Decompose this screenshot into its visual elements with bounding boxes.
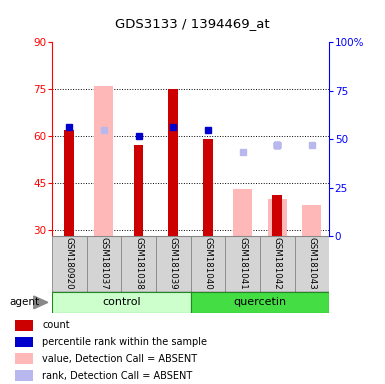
Text: value, Detection Call = ABSENT: value, Detection Call = ABSENT <box>42 354 198 364</box>
Bar <box>302 205 321 236</box>
Text: GSM181042: GSM181042 <box>273 237 282 289</box>
Bar <box>203 139 213 236</box>
Bar <box>191 236 225 292</box>
Bar <box>15 370 33 381</box>
Text: GSM181041: GSM181041 <box>238 237 247 289</box>
Bar <box>87 236 121 292</box>
Text: quercetin: quercetin <box>233 297 286 308</box>
Bar <box>15 337 33 348</box>
Bar <box>64 130 74 236</box>
Text: GSM181038: GSM181038 <box>134 237 143 289</box>
Text: GSM181040: GSM181040 <box>203 237 213 289</box>
Bar <box>272 195 282 236</box>
Text: percentile rank within the sample: percentile rank within the sample <box>42 337 208 347</box>
Bar <box>268 199 287 236</box>
Text: GSM180920: GSM180920 <box>65 237 74 289</box>
Bar <box>295 236 329 292</box>
Bar <box>191 292 329 313</box>
Text: rank, Detection Call = ABSENT: rank, Detection Call = ABSENT <box>42 371 192 381</box>
Bar <box>233 189 252 236</box>
Text: control: control <box>102 297 141 308</box>
Bar <box>94 86 114 236</box>
Polygon shape <box>34 296 48 309</box>
Bar <box>168 89 178 236</box>
Text: GSM181037: GSM181037 <box>99 237 109 289</box>
Bar <box>52 292 191 313</box>
Text: agent: agent <box>10 297 40 308</box>
Bar <box>260 236 295 292</box>
Bar <box>121 236 156 292</box>
Bar <box>52 236 87 292</box>
Text: count: count <box>42 320 70 330</box>
Bar <box>156 236 191 292</box>
Bar <box>15 353 33 364</box>
Bar <box>134 146 144 236</box>
Text: GDS3133 / 1394469_at: GDS3133 / 1394469_at <box>115 17 270 30</box>
Text: GSM181039: GSM181039 <box>169 237 178 289</box>
Text: GSM181043: GSM181043 <box>307 237 316 289</box>
Bar <box>15 320 33 331</box>
Bar <box>225 236 260 292</box>
